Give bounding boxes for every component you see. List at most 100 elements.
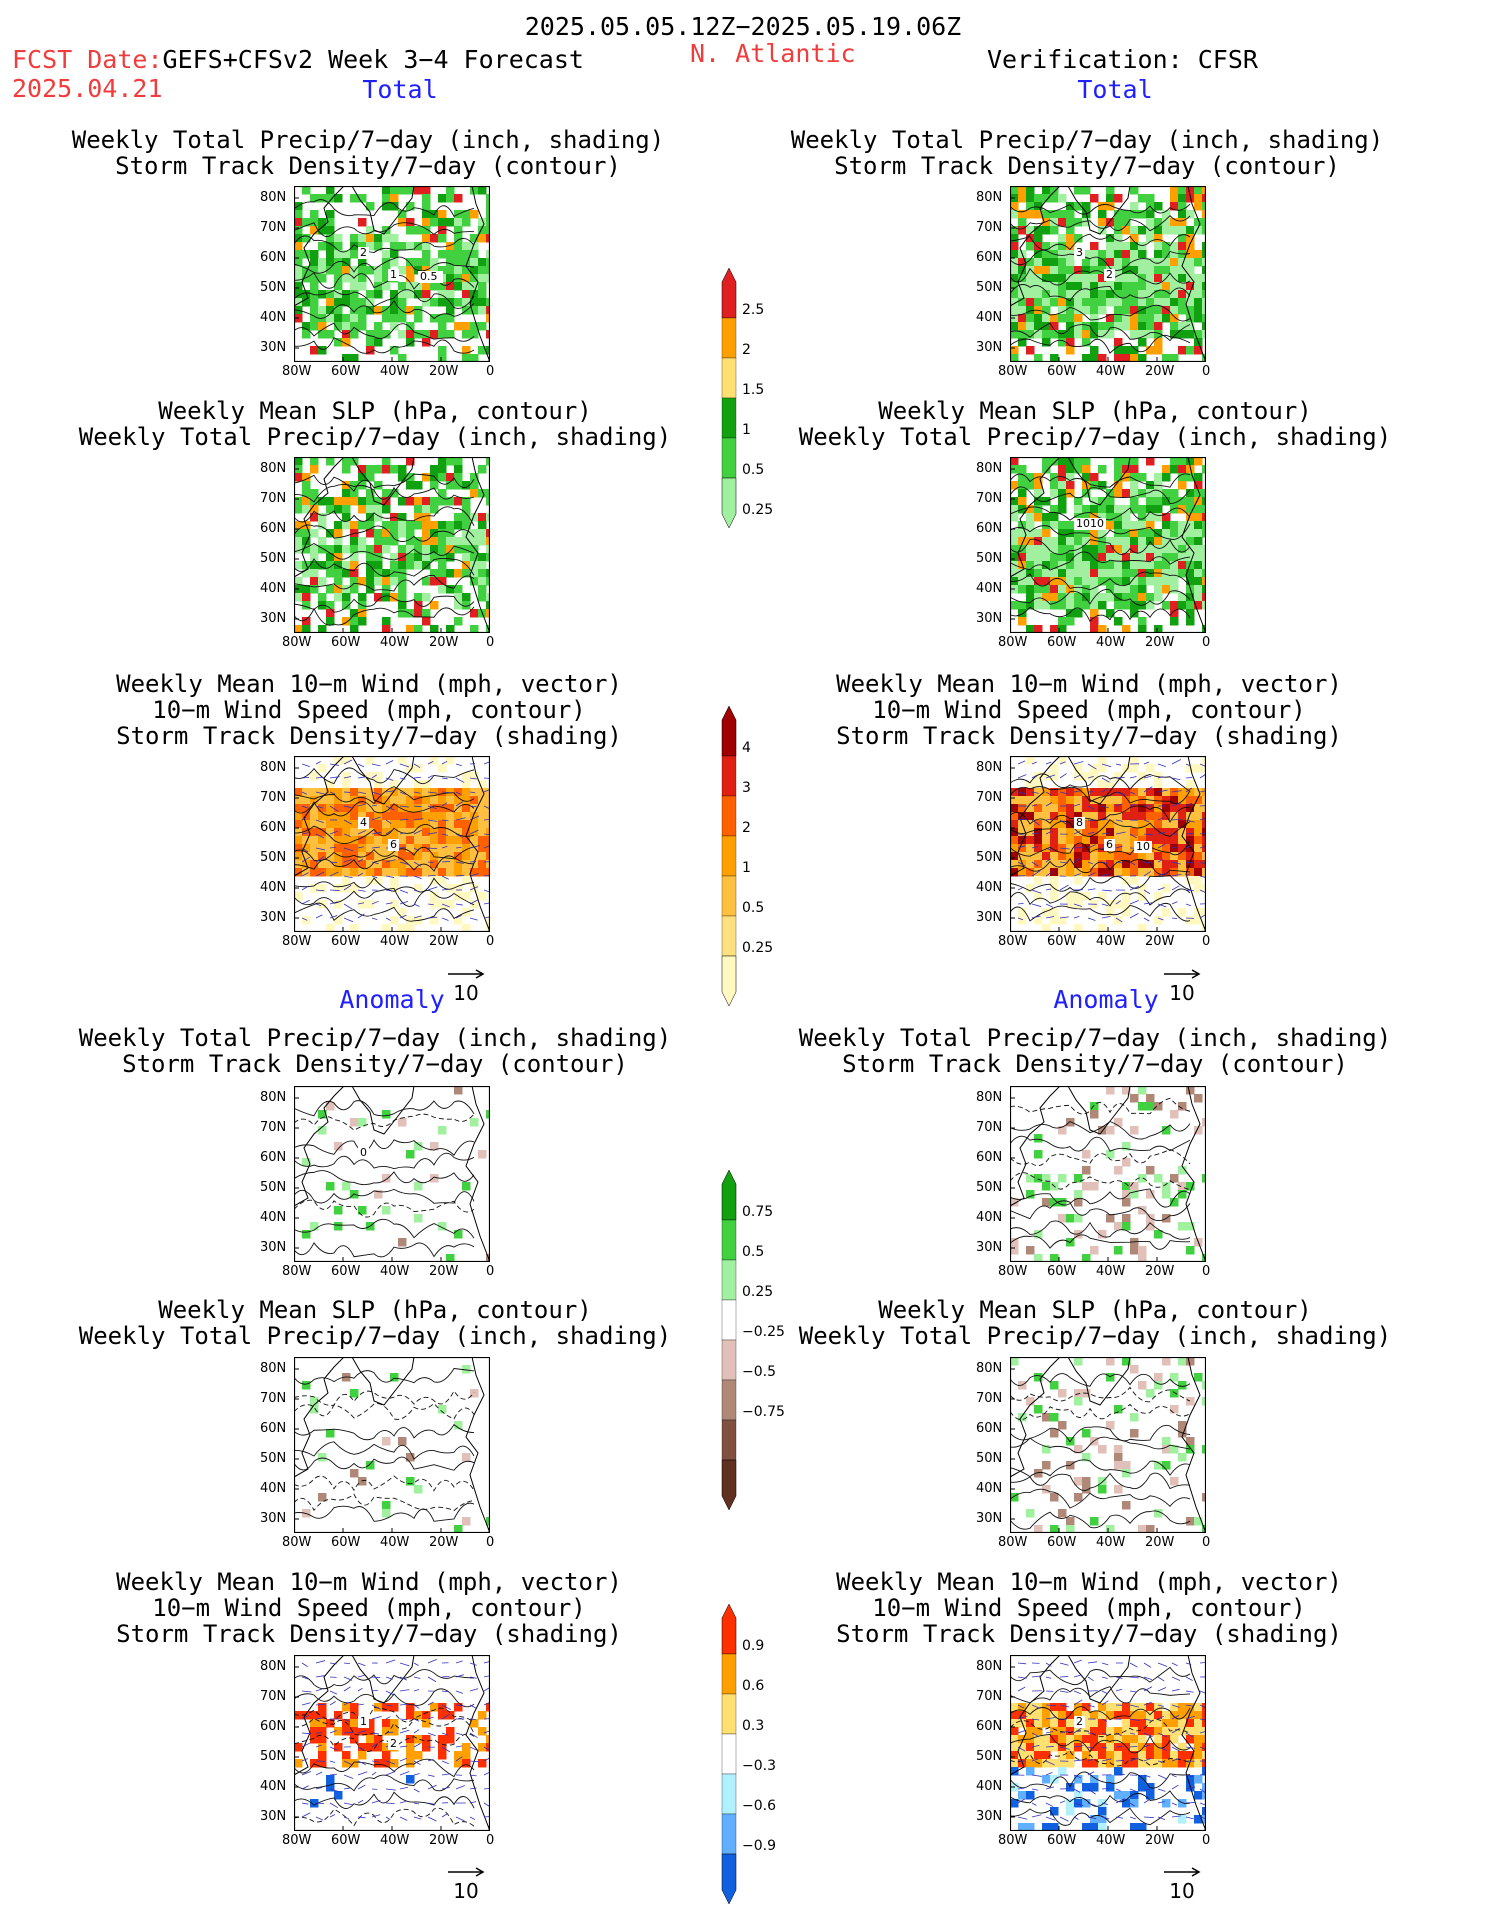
lat-tick-label: 30N (260, 340, 287, 355)
lon-tick-label: 80W (998, 364, 1028, 379)
lat-tick-label: 70N (976, 1391, 1003, 1406)
lon-tick-label: 0 (1202, 1833, 1211, 1848)
lat-tick-label: 70N (260, 491, 287, 506)
lon-tick-label: 80W (282, 1535, 312, 1550)
lat-tick-label: 60N (260, 521, 287, 536)
lat-tick-label: 80N (976, 1090, 1003, 1105)
map-plot (1010, 1086, 1206, 1262)
lat-tick-label: 60N (260, 250, 287, 265)
lon-tick-label: 20W (1145, 1264, 1175, 1279)
map-plot: 8 6 10 (1010, 756, 1206, 932)
lat-tick-label: 70N (976, 1120, 1003, 1135)
lon-tick-label: 20W (429, 1535, 459, 1550)
lon-tick-label: 60W (331, 635, 361, 650)
lon-tick-label: 0 (486, 934, 495, 949)
lon-tick-label: 80W (998, 934, 1028, 949)
lat-tick-label: 70N (260, 1120, 287, 1135)
vector-reference: 10 (446, 964, 486, 1003)
lat-tick-label: 30N (260, 1240, 287, 1255)
lat-tick-label: 30N (976, 340, 1003, 355)
contour-label: 10 (1136, 840, 1150, 853)
contour-label: 6 (390, 838, 397, 851)
colorbar-tick-label: 4 (742, 740, 751, 756)
lat-tick-label: 60N (976, 1421, 1003, 1436)
colorbar-tick-label: 0.25 (742, 1284, 774, 1300)
lat-tick-label: 30N (976, 1809, 1003, 1824)
lat-tick-label: 40N (260, 581, 287, 596)
lat-tick-label: 70N (976, 491, 1003, 506)
lon-tick-label: 40W (380, 1264, 410, 1279)
colorbar-tick-label: 1 (742, 860, 751, 876)
lat-tick-label: 50N (260, 1749, 287, 1764)
vector-reference-label: 10 (1169, 981, 1195, 1005)
lon-tick-label: 20W (1145, 364, 1175, 379)
lat-tick-label: 70N (260, 1689, 287, 1704)
lon-tick-label: 40W (1096, 364, 1126, 379)
lat-tick-label: 80N (976, 1659, 1003, 1674)
lon-tick-label: 40W (1096, 635, 1126, 650)
panel-title: Weekly Total Precip/7−day (inch, shading… (78, 1024, 672, 1078)
map-verif-total-slp-precip: 1010 80N 70N 60N 50N 40N 30N 80W 60W 40W 20W 0 (976, 457, 1210, 650)
section-anomaly-right: Anomaly (1053, 985, 1159, 1014)
lat-tick-label: 40N (260, 1210, 287, 1225)
map-verif-total-wind-track: 8 6 10 80N 70N 60N 50N 40N 30N 80W 60W 40W 20W 0 (976, 756, 1210, 949)
lat-tick-label: 30N (260, 910, 287, 925)
map-plot: 32 (1010, 186, 1206, 362)
contour-label: 2 (1106, 268, 1113, 281)
lon-tick-label: 20W (429, 364, 459, 379)
lon-tick-label: 0 (1202, 934, 1211, 949)
lon-tick-label: 20W (1145, 1833, 1175, 1848)
colorbar (721, 267, 737, 529)
lat-tick-label: 50N (260, 1180, 287, 1195)
lon-tick-label: 80W (998, 1833, 1028, 1848)
contour-label: 2 (1076, 1715, 1083, 1728)
lon-tick-label: 20W (1145, 934, 1175, 949)
map-plot: 12 (294, 1655, 490, 1831)
lat-tick-label: 60N (260, 1719, 287, 1734)
lon-tick-label: 60W (331, 934, 361, 949)
map-plot: 2 (1010, 1655, 1206, 1831)
colorbar-tick-label: −0.9 (742, 1838, 776, 1854)
lat-tick-label: 40N (976, 880, 1003, 895)
lon-tick-label: 80W (998, 1535, 1028, 1550)
lat-tick-label: 70N (260, 1391, 287, 1406)
map-plot (294, 457, 490, 633)
lat-tick-label: 30N (976, 910, 1003, 925)
section-total-right: Total (1077, 75, 1153, 104)
lon-tick-label: 40W (1096, 1535, 1126, 1550)
lon-tick-label: 20W (429, 1264, 459, 1279)
lon-tick-label: 60W (331, 364, 361, 379)
colorbar (721, 705, 737, 1007)
lon-tick-label: 60W (1047, 1833, 1077, 1848)
vector-reference-arrow-icon (1164, 969, 1201, 979)
lat-tick-label: 60N (976, 250, 1003, 265)
lat-tick-label: 40N (260, 880, 287, 895)
lon-tick-label: 0 (486, 635, 495, 650)
contour-label: 4 (360, 816, 367, 829)
panel-title: Weekly Mean 10−m Wind (mph, vector) 10−m… (836, 670, 1342, 750)
lat-tick-label: 80N (976, 1361, 1003, 1376)
lat-tick-label: 70N (260, 220, 287, 235)
map-fcst-total-precip-track: 2 1 0.5 80N 70N 60N 50N 40N 30N 80W 60W 40W 20W 0 (260, 186, 494, 379)
lat-tick-label: 50N (976, 1749, 1003, 1764)
lon-tick-label: 80W (282, 1833, 312, 1848)
lon-tick-label: 60W (1047, 635, 1077, 650)
colorbar-tick-label: 3 (742, 780, 751, 796)
section-total-left: Total (362, 75, 438, 104)
vector-reference: 10 (1162, 1862, 1202, 1901)
lat-tick-label: 60N (976, 820, 1003, 835)
lat-tick-label: 80N (976, 190, 1003, 205)
map-verif-anom-slp-precip: 80N 70N 60N 50N 40N 30N 80W 60W 40W 20W 0 (976, 1357, 1210, 1550)
contour-label: 8 (1076, 816, 1083, 829)
contour-label: 6 (1106, 838, 1113, 851)
panel-title: Weekly Total Precip/7−day (inch, shading… (71, 126, 665, 180)
lat-tick-label: 60N (260, 1150, 287, 1165)
lon-tick-label: 20W (429, 1833, 459, 1848)
colorbar-tick-label: −0.3 (742, 1758, 776, 1774)
lon-tick-label: 40W (380, 364, 410, 379)
map-plot (1010, 1357, 1206, 1533)
lat-tick-label: 50N (976, 551, 1003, 566)
lat-tick-label: 30N (976, 1240, 1003, 1255)
section-anomaly-left: Anomaly (339, 985, 445, 1014)
